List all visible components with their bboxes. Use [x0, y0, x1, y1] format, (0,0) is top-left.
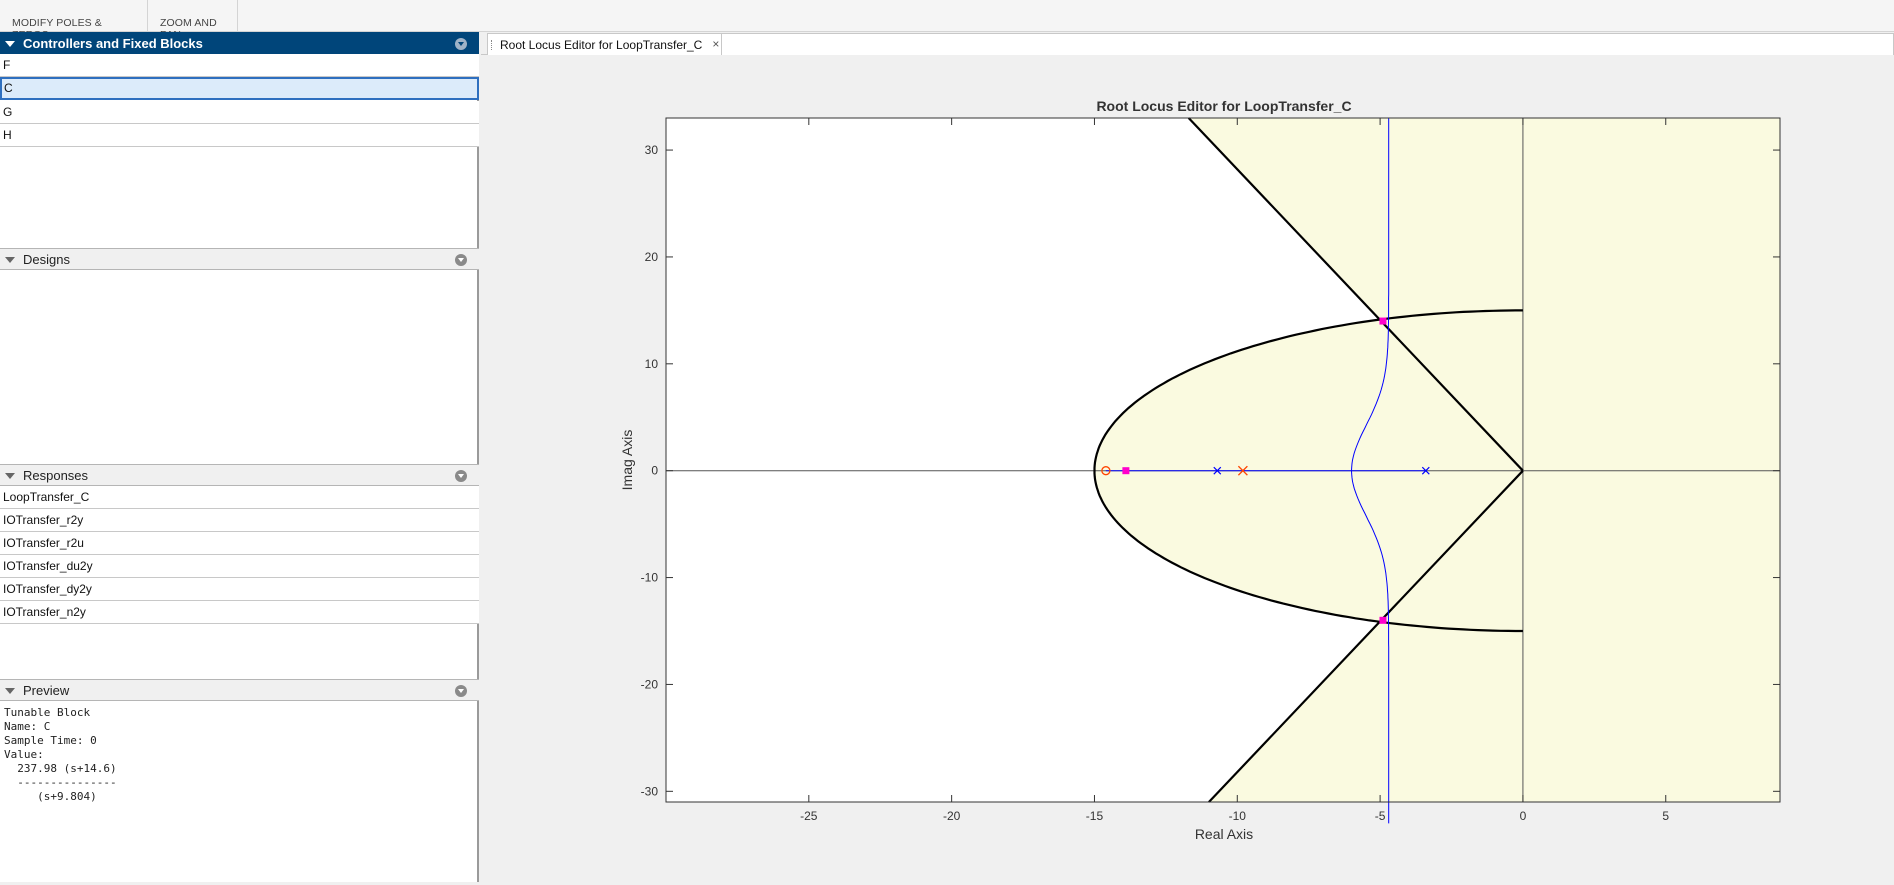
- tab-root-locus-editor[interactable]: Root Locus Editor for LoopTransfer_C ×: [487, 33, 726, 55]
- controllers-section-title: Controllers and Fixed Blocks: [23, 36, 203, 51]
- controller-zero-marker: [1101, 466, 1111, 476]
- y-tick-label-5: 20: [645, 250, 659, 264]
- plant-pole-marker-0: [1213, 466, 1222, 475]
- preview-section-title: Preview: [23, 683, 70, 698]
- designs-section-header[interactable]: Designs: [0, 248, 479, 270]
- preview-section-header[interactable]: Preview: [0, 679, 479, 701]
- damping-boundary-upper: [1187, 117, 1524, 472]
- tab-modify-poles-zeros[interactable]: MODIFY POLES & ZEROS: [0, 0, 148, 41]
- close-icon[interactable]: ×: [712, 37, 720, 51]
- plant-pole-marker-1: [1421, 466, 1430, 475]
- section-menu-icon[interactable]: [455, 254, 467, 266]
- y-axis-label: Imag Axis: [619, 430, 635, 491]
- locus-branch-upper: [1351, 118, 1390, 471]
- grip-icon[interactable]: [491, 40, 493, 50]
- closed-loop-pole-marker-0: [1122, 467, 1130, 475]
- response-item-iotransfer-n2y[interactable]: IOTransfer_n2y: [0, 601, 479, 624]
- x-tick-label-3: -10: [1229, 809, 1247, 823]
- section-menu-icon[interactable]: [455, 38, 467, 50]
- y-tick-label-0: -30: [641, 784, 659, 798]
- block-item-c[interactable]: C: [0, 77, 479, 100]
- response-item-iotransfer-r2y[interactable]: IOTransfer_r2y: [0, 509, 479, 532]
- collapse-triangle-icon[interactable]: [5, 41, 15, 47]
- root-locus-chart[interactable]: -25 -20 -15 -10 -5 0 5 -30 -20 -10 0 10 20 30 Root Loc…: [481, 56, 1894, 882]
- document-tab-bar: Root Locus Editor for LoopTransfer_C ×: [481, 32, 1894, 55]
- closed-loop-pole-marker-1: [1379, 317, 1387, 325]
- damping-boundary-lower: [1208, 469, 1524, 803]
- y-tick-label-1: -20: [641, 677, 659, 691]
- y-tick-label-6: 30: [645, 143, 659, 157]
- chart-title: Root Locus Editor for LoopTransfer_C: [1096, 98, 1351, 114]
- data-browser-panel: Controllers and Fixed Blocks F C G H Des…: [0, 32, 479, 882]
- response-item-iotransfer-r2u[interactable]: IOTransfer_r2u: [0, 532, 479, 555]
- response-item-iotransfer-dy2y[interactable]: IOTransfer_dy2y: [0, 578, 479, 601]
- tab-strip-filler: [721, 33, 1894, 55]
- section-menu-icon[interactable]: [455, 470, 467, 482]
- design-region: [1094, 118, 1780, 802]
- toolstrip: MODIFY POLES & ZEROS ZOOM AND PAN: [0, 0, 1894, 41]
- controllers-section-header[interactable]: Controllers and Fixed Blocks: [0, 32, 479, 54]
- x-axis-label: Real Axis: [1195, 826, 1253, 842]
- controller-pole-marker: [1237, 465, 1248, 476]
- designs-section-title: Designs: [23, 252, 70, 267]
- response-item-iotransfer-du2y[interactable]: IOTransfer_du2y: [0, 555, 479, 578]
- tab-zoom-and-pan[interactable]: ZOOM AND PAN: [148, 0, 238, 41]
- axes-box: [665, 117, 1781, 803]
- tab-label: Root Locus Editor for LoopTransfer_C: [500, 38, 703, 52]
- root-locus-plot-area[interactable]: -25 -20 -15 -10 -5 0 5 -30 -20 -10 0 10 20 30 Root Loc…: [481, 56, 1894, 882]
- x-tick-label-5: 0: [1520, 809, 1527, 823]
- section-menu-icon[interactable]: [455, 685, 467, 697]
- x-tick-label-1: -20: [943, 809, 961, 823]
- responses-section-title: Responses: [23, 468, 89, 483]
- natural-frequency-boundary: [1093, 309, 1523, 633]
- collapse-triangle-icon[interactable]: [5, 473, 15, 479]
- response-item-looptransfer-c[interactable]: LoopTransfer_C: [0, 486, 479, 509]
- y-tick-label-2: -10: [641, 571, 659, 585]
- collapse-triangle-icon[interactable]: [5, 257, 15, 263]
- x-tick-label-4: -5: [1375, 809, 1386, 823]
- block-item-g[interactable]: G: [0, 101, 479, 124]
- closed-loop-pole-marker-2: [1379, 616, 1387, 624]
- y-tick-label-4: 10: [645, 357, 659, 371]
- locus-branch-lower: [1351, 470, 1390, 824]
- collapse-triangle-icon[interactable]: [5, 688, 15, 694]
- x-tick-label-6: 5: [1662, 809, 1669, 823]
- preview-text: Tunable Block Name: C Sample Time: 0 Val…: [4, 706, 117, 803]
- responses-section-header[interactable]: Responses: [0, 464, 479, 486]
- block-item-h[interactable]: H: [0, 124, 479, 147]
- x-tick-label-0: -25: [800, 809, 818, 823]
- y-tick-label-3: 0: [651, 464, 658, 478]
- block-item-f[interactable]: F: [0, 54, 479, 77]
- x-tick-label-2: -15: [1086, 809, 1104, 823]
